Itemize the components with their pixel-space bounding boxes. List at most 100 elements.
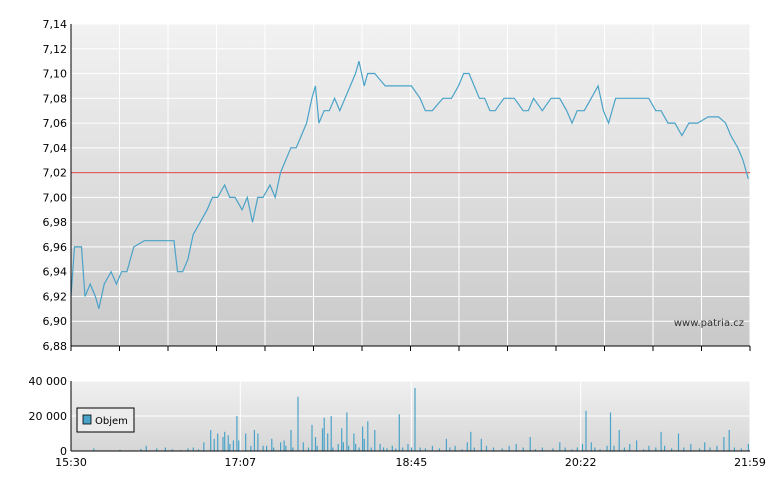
volume-bar xyxy=(677,433,680,451)
volume-bar xyxy=(723,437,725,451)
volume-bar xyxy=(355,444,357,451)
volume-bar xyxy=(382,447,385,451)
price-y-tick-label: 7,06 xyxy=(43,117,68,130)
volume-bar xyxy=(402,447,404,451)
volume-bar xyxy=(590,442,592,452)
volume-bar xyxy=(515,444,517,451)
volume-bar xyxy=(424,448,426,451)
price-y-tick-label: 6,98 xyxy=(43,216,68,229)
volume-bar xyxy=(358,447,360,451)
volume-bar xyxy=(346,412,348,451)
volume-bar xyxy=(292,447,294,451)
volume-bar xyxy=(321,428,324,452)
volume-bar xyxy=(648,445,650,452)
price-y-tick-label: 6,92 xyxy=(43,290,68,303)
price-y-tick-label: 7,08 xyxy=(43,92,68,105)
volume-bar xyxy=(391,445,393,452)
volume-bar xyxy=(594,447,596,451)
x-tick-label: 20:22 xyxy=(565,456,597,469)
volume-bar xyxy=(552,448,554,451)
volume-bar xyxy=(445,438,447,452)
volume-y-tick-label: 20 000 xyxy=(29,410,68,423)
volume-bar xyxy=(623,447,625,451)
volume-bar xyxy=(229,444,231,451)
price-y-tick-label: 7,04 xyxy=(43,142,68,155)
volume-bar xyxy=(606,445,608,452)
volume-bar xyxy=(410,447,413,451)
volume-bar xyxy=(419,447,421,451)
volume-bar xyxy=(156,448,158,451)
price-line xyxy=(70,61,749,309)
volume-bar xyxy=(398,414,400,452)
volume-bar xyxy=(227,435,229,452)
legend-label: Objem xyxy=(95,416,128,427)
volume-bar xyxy=(485,445,488,452)
volume-bar xyxy=(522,447,524,451)
volume-bar xyxy=(480,438,482,452)
volume-bar xyxy=(585,410,587,452)
x-tick-label: 15:30 xyxy=(55,456,87,469)
price-y-tick-label: 7,10 xyxy=(43,68,68,81)
volume-bar xyxy=(728,430,730,451)
volume-bar xyxy=(257,433,259,451)
volume-bar xyxy=(618,430,620,451)
volume-bar xyxy=(283,440,285,451)
volume-bar xyxy=(683,447,685,451)
volume-bar xyxy=(599,449,601,452)
volume-bar xyxy=(266,445,268,452)
volume-bar xyxy=(290,430,292,451)
volume-bar xyxy=(492,447,495,451)
volume-bar xyxy=(203,442,205,452)
price-y-tick-label: 7,00 xyxy=(43,191,68,204)
volume-bar xyxy=(541,447,543,451)
volume-bar xyxy=(187,448,189,451)
volume-bar xyxy=(370,447,372,451)
x-tick-label: 18:45 xyxy=(396,456,428,469)
volume-bar xyxy=(709,447,711,451)
volume-bar xyxy=(671,448,673,451)
volume-bar xyxy=(704,442,706,452)
watermark-text: www.patria.cz xyxy=(674,318,744,329)
volume-bar xyxy=(363,438,365,452)
volume-bar xyxy=(197,449,200,452)
volume-bar xyxy=(660,431,662,452)
volume-bar xyxy=(232,440,234,451)
volume-bar xyxy=(262,445,264,452)
volume-bar xyxy=(236,416,238,451)
volume-bar xyxy=(379,444,381,451)
volume-bar xyxy=(192,447,194,451)
volume-bar xyxy=(164,447,166,451)
volume-bar xyxy=(664,445,666,452)
x-tick-label: 17:07 xyxy=(224,456,256,469)
volume-bar xyxy=(302,442,304,452)
volume-bar xyxy=(655,447,657,451)
volume-bar xyxy=(690,444,692,451)
volume-bar xyxy=(470,431,472,452)
volume-y-tick-label: 0 xyxy=(60,445,67,458)
volume-bar xyxy=(449,447,451,451)
volume-y-tick-label: 40 000 xyxy=(29,375,68,388)
volume-bar xyxy=(395,448,397,451)
volume-bar xyxy=(323,417,325,452)
volume-bar xyxy=(140,448,142,451)
volume-bar xyxy=(119,449,121,451)
volume-bar xyxy=(559,442,561,452)
volume-bar xyxy=(564,447,566,451)
volume-bar xyxy=(698,448,701,451)
volume-bar xyxy=(316,445,318,452)
volume-bar xyxy=(222,437,224,451)
volume-bar xyxy=(431,445,433,452)
volume-bar xyxy=(217,433,219,451)
volume-bar xyxy=(461,449,463,452)
volume-bar xyxy=(337,444,339,451)
volume-bar xyxy=(716,445,718,452)
volume-bar xyxy=(93,448,95,451)
volume-bar xyxy=(280,442,282,452)
price-y-tick-label: 6,90 xyxy=(43,315,68,328)
volume-bar xyxy=(747,444,749,451)
volume-bar xyxy=(314,437,317,451)
volume-bar xyxy=(210,430,212,451)
volume-bar xyxy=(576,447,578,451)
